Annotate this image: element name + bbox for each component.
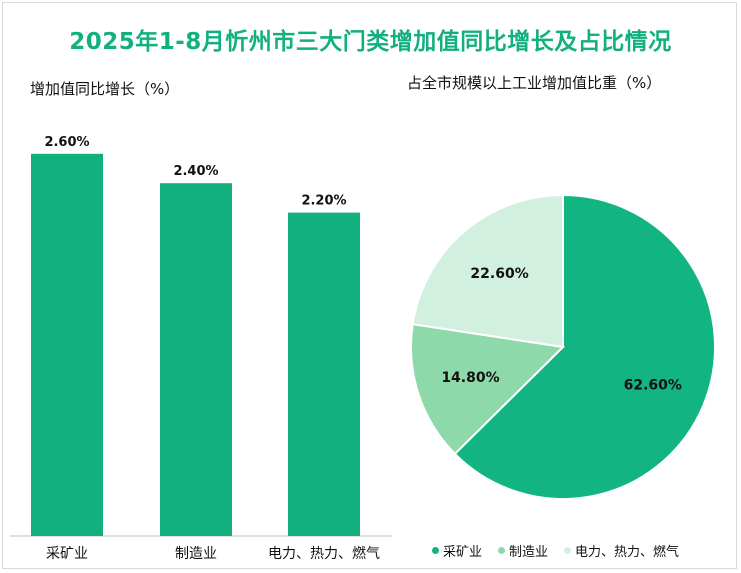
category-label: 采矿业 xyxy=(46,546,88,562)
category-label: 制造业 xyxy=(175,546,217,562)
bar-1 xyxy=(31,153,103,537)
pie-slice-1 xyxy=(453,193,716,500)
legend-item: 采矿业 xyxy=(432,541,482,560)
bar-3 xyxy=(288,212,360,536)
pie-slice-2 xyxy=(410,323,566,456)
legend-swatch xyxy=(564,547,572,554)
legend-item: 电力、热力、燃气 xyxy=(564,541,679,560)
legend-item: 制造业 xyxy=(498,541,548,560)
bar-2 xyxy=(160,183,232,536)
bar-value-label: 2.20% xyxy=(301,194,346,209)
legend-label: 制造业 xyxy=(509,545,549,560)
pie-chart: 62.60% 14.80% 22.60% xyxy=(410,193,716,500)
chart-title: 2025年1-8月忻州市三大门类增加值同比增长及占比情况 xyxy=(69,29,672,55)
pie-chart-subtitle: 占全市规模以上工业增加值比重（%） xyxy=(407,74,662,92)
pie-value-label: 22.60% xyxy=(470,266,528,282)
pie-legend: 采矿业 制造业 电力、热力、燃气 xyxy=(432,541,679,560)
legend-label: 电力、热力、燃气 xyxy=(575,545,680,560)
pie-value-label: 62.60% xyxy=(624,378,682,394)
pie-value-label: 14.80% xyxy=(441,370,499,386)
bar-value-label: 2.60% xyxy=(44,135,89,150)
bar-series: 2.60% 采矿业 2.40% 制造业 2.20% 电力、热力、燃气 xyxy=(31,135,380,562)
pie-slice-3 xyxy=(411,193,564,349)
legend-label: 采矿业 xyxy=(443,545,483,560)
legend-swatch xyxy=(498,547,506,554)
bar-value-label: 2.40% xyxy=(173,164,218,179)
category-label: 电力、热力、燃气 xyxy=(268,545,380,562)
legend-swatch xyxy=(432,547,439,554)
bar-chart-subtitle: 增加值同比增长（%） xyxy=(30,80,180,98)
